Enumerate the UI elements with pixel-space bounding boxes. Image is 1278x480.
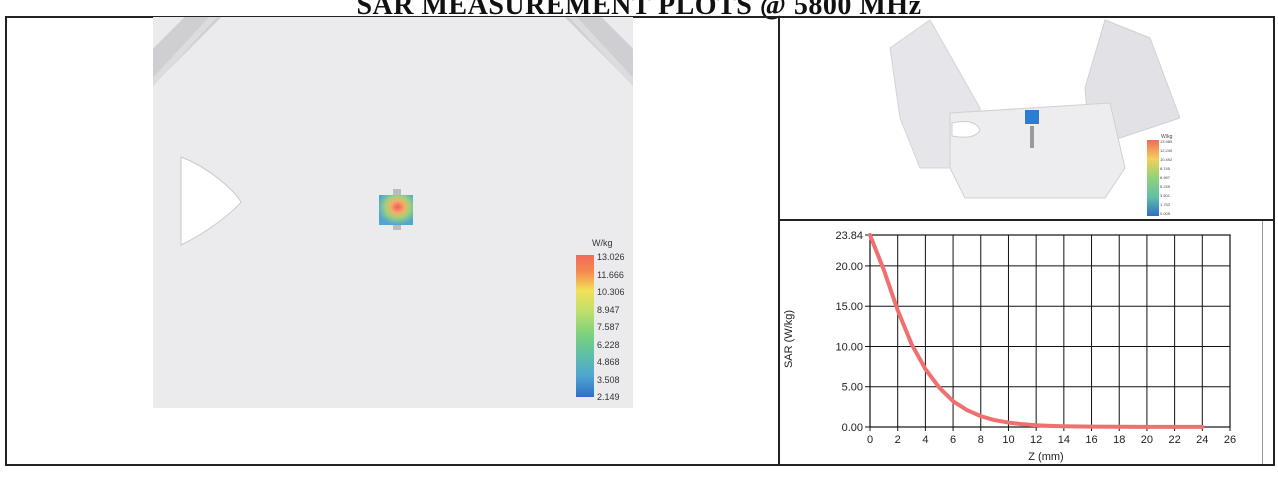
- x-tick-label: 6: [950, 434, 956, 446]
- x-tick-label: 0: [867, 434, 873, 446]
- scan-legend-tick: 6.228: [597, 339, 620, 350]
- y-tick-label: 10.00: [835, 341, 863, 353]
- y-tick-label: 15.00: [835, 301, 863, 313]
- y-tick-label: 0.00: [842, 422, 863, 434]
- scan-legend-tick: 4.868: [597, 357, 620, 367]
- y-tick-label: 5.00: [842, 382, 863, 394]
- view3d-legend-tick: 3.501: [1160, 193, 1171, 198]
- table-divider-horizontal: [779, 219, 1275, 221]
- view3d-legend-tick: 10.492: [1160, 157, 1173, 162]
- scan-legend-tick: 8.947: [597, 304, 620, 315]
- y-tick-label: 23.84: [835, 230, 863, 242]
- table-divider-vertical: [778, 16, 780, 466]
- scan-legend-tick: 7.587: [597, 322, 620, 332]
- x-tick-label: 16: [1085, 434, 1097, 446]
- view3d-legend-unit: W/kg: [1161, 134, 1173, 140]
- view3d-legend-tick: 6.997: [1160, 175, 1171, 180]
- scan-legend-tick: 2.149: [597, 392, 620, 402]
- x-tick-label: 20: [1141, 434, 1153, 446]
- x-axis-label: Z (mm): [1028, 451, 1063, 463]
- chart-series: [868, 233, 1205, 429]
- x-tick-label: 24: [1196, 434, 1208, 446]
- zoom-scan-3d-view: [880, 18, 1181, 218]
- x-tick-label: 18: [1113, 434, 1125, 446]
- y-tick-label: 20.00: [835, 261, 863, 273]
- figure-table: [5, 16, 1275, 466]
- view3d-legend-tick: 13.985: [1160, 139, 1173, 144]
- x-tick-label: 8: [978, 434, 984, 446]
- x-tick-label: 12: [1030, 434, 1042, 446]
- scan-legend-tick: 3.508: [597, 374, 620, 385]
- x-tick-label: 26: [1224, 434, 1236, 446]
- view3d-legend-tick: 1.753: [1160, 202, 1171, 207]
- plot-frame: [869, 234, 1231, 428]
- sar-z-scan-chart: 0 2 4 6 8 10 12 14 16 18 20 22 24 26 0.005.0010.0015.…: [783, 230, 1236, 463]
- page-title: SAR MEASUREMENT PLOTS @ 5800 MHz: [356, 0, 922, 21]
- view3d-legend-tick: 12.240: [1160, 148, 1173, 153]
- sar-hotspot: [379, 195, 413, 225]
- x-tick-label: 22: [1168, 434, 1180, 446]
- area-scan-plot: [153, 17, 633, 408]
- scan-legend-tick: 10.306: [597, 287, 625, 297]
- x-tick-label: 2: [895, 434, 901, 446]
- view3d-legend-tick: 8.745: [1160, 166, 1171, 171]
- view3d-legend-colorbar: [1147, 140, 1159, 216]
- view3d-legend-tick: 5.249: [1160, 184, 1171, 189]
- y-tick-labels: 0.00 5.00 10.00 15.00 20.00 23.84: [835, 230, 863, 434]
- scan-legend-tick: 11.666: [597, 269, 624, 280]
- sar-series-line: [868, 233, 1205, 429]
- x-tick-labels: 0 2 4 6 8 10 12 14 16 18 20 22 24 26: [867, 434, 1236, 446]
- chart-grid: [869, 234, 1231, 428]
- panel-edge: [1262, 221, 1263, 464]
- scan-legend-tick: 13.026: [597, 252, 625, 262]
- chart-axes: [865, 234, 1231, 431]
- x-tick-label: 4: [922, 434, 928, 446]
- x-tick-label: 14: [1058, 434, 1070, 446]
- x-tick-label: 10: [1002, 434, 1014, 446]
- scan-legend-colorbar: [576, 255, 594, 397]
- y-axis-label: SAR (W/kg): [783, 310, 795, 368]
- view3d-legend-tick: 0.005: [1160, 211, 1171, 216]
- scan-legend-unit: W/kg: [592, 238, 613, 248]
- phantom-outline: [153, 17, 633, 246]
